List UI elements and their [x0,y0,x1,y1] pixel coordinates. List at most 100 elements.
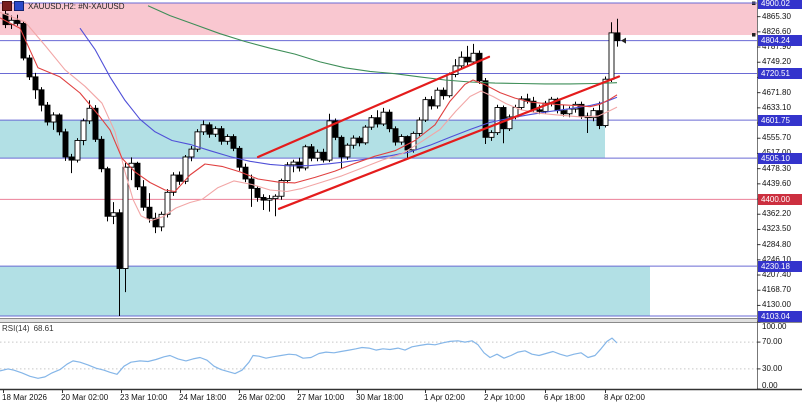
candle-up [518,98,525,108]
price-tick-label: 4207.40 [762,270,791,280]
candle-up [458,56,465,67]
candle-up [272,195,279,200]
price-tick-label: 4633.10 [762,102,791,112]
price-badge-4400.00: 4400.00 [758,194,802,205]
candle-up [344,144,351,158]
time-axis-label: 26 Mar 02:00 [238,393,286,402]
candle-down [176,174,183,182]
candle-up [200,124,207,133]
candle-down [68,156,75,161]
rsi-axis-label: 0.00 [762,381,778,390]
candle-up [590,110,597,119]
price-tick-label: 4362.20 [762,209,791,219]
rsi-indicator-label: RSI(14) 68.61 [2,324,58,333]
candle-down [38,89,45,106]
channel-lower[interactable] [277,75,621,210]
channel-upper[interactable] [256,55,491,159]
candle-up [188,148,195,158]
price-tick-label: 4517.00 [762,148,791,158]
support-zone-upper[interactable] [0,120,605,159]
candle-down [236,147,243,168]
candle-down [44,104,51,123]
candle-up [182,156,189,182]
candle-down [146,206,153,219]
candle-down [320,151,327,161]
time-axis-label: 18 Mar 2026 [2,393,47,402]
ma-salmon [0,11,618,222]
candle-up [74,140,81,161]
price-tick-label: 4671.80 [762,87,791,97]
candle-down [296,161,303,169]
price-tick-label: 4826.60 [762,26,791,36]
candle-down [560,110,567,115]
candle-down [440,89,447,97]
candle-down [140,186,147,208]
candle-up [350,137,357,146]
candle-down [116,212,123,269]
candle-down [356,137,363,144]
time-axis-label: 30 Mar 18:00 [356,393,404,402]
resistance-zone-handle-bottom[interactable] [752,33,756,37]
time-axis-label: 24 Mar 18:00 [179,393,227,402]
rsi-axis-label: 70.00 [762,337,783,347]
candle-up [362,126,369,144]
time-axis-label: 2 Apr 10:00 [484,393,525,402]
support-zone-lower[interactable] [0,266,650,317]
candle-up [434,89,441,107]
ohlc-chart-icon [2,1,12,11]
candle-up [326,120,333,161]
panel-splitter[interactable] [0,318,802,323]
candle-up [506,116,513,130]
rsi-axis-label: 30.00 [762,363,783,373]
candle-up [380,111,387,125]
candle-up [572,103,579,110]
candle-down [578,103,585,117]
candlestick-chart-icon [14,1,24,11]
time-axis-label: 1 Apr 02:00 [424,393,465,402]
candle-down [62,131,69,158]
price-badge-4505.10: 4505.10 [758,153,802,164]
candle-up [566,108,573,115]
price-tick-label: 4168.70 [762,285,791,295]
candle-up [164,191,171,215]
rsi-line [0,337,618,379]
price-badge-4103.04: 4103.04 [758,311,802,322]
candle-down [614,32,621,42]
candle-down [92,107,99,140]
candle-down [536,109,543,112]
candle-down [464,56,471,63]
price-badge-4900.02: 4900.02 [758,0,802,9]
price-tick-label: 4787.90 [762,42,791,52]
candle-up [314,151,321,159]
candle-up [416,119,423,134]
candle-down [428,99,435,107]
candle-down [338,136,345,158]
candle-up [170,174,177,193]
candle-up [398,136,405,143]
candle-up [224,136,231,142]
price-tick-label: 4130.00 [762,300,791,310]
candle-down [152,217,159,228]
candle-down [308,146,315,159]
current-price-arrow [621,37,626,44]
candle-up [446,74,453,97]
candle-down [374,117,381,125]
candle-down [56,114,63,133]
candle-down [254,187,261,198]
candle-up [110,212,117,217]
candle-up [122,166,129,269]
candle-up [86,107,93,122]
price-badge-4601.75: 4601.75 [758,115,802,126]
price-tick-label: 4478.30 [762,163,791,173]
resistance-zone[interactable] [0,3,757,36]
candle-down [386,111,393,130]
price-tick-label: 4246.10 [762,254,791,264]
ma-red-fast [0,17,618,193]
candle-up [488,132,495,138]
price-tick-label: 4284.80 [762,239,791,249]
candle-down [332,120,339,138]
candle-down [482,80,489,138]
candle-up [368,117,375,128]
